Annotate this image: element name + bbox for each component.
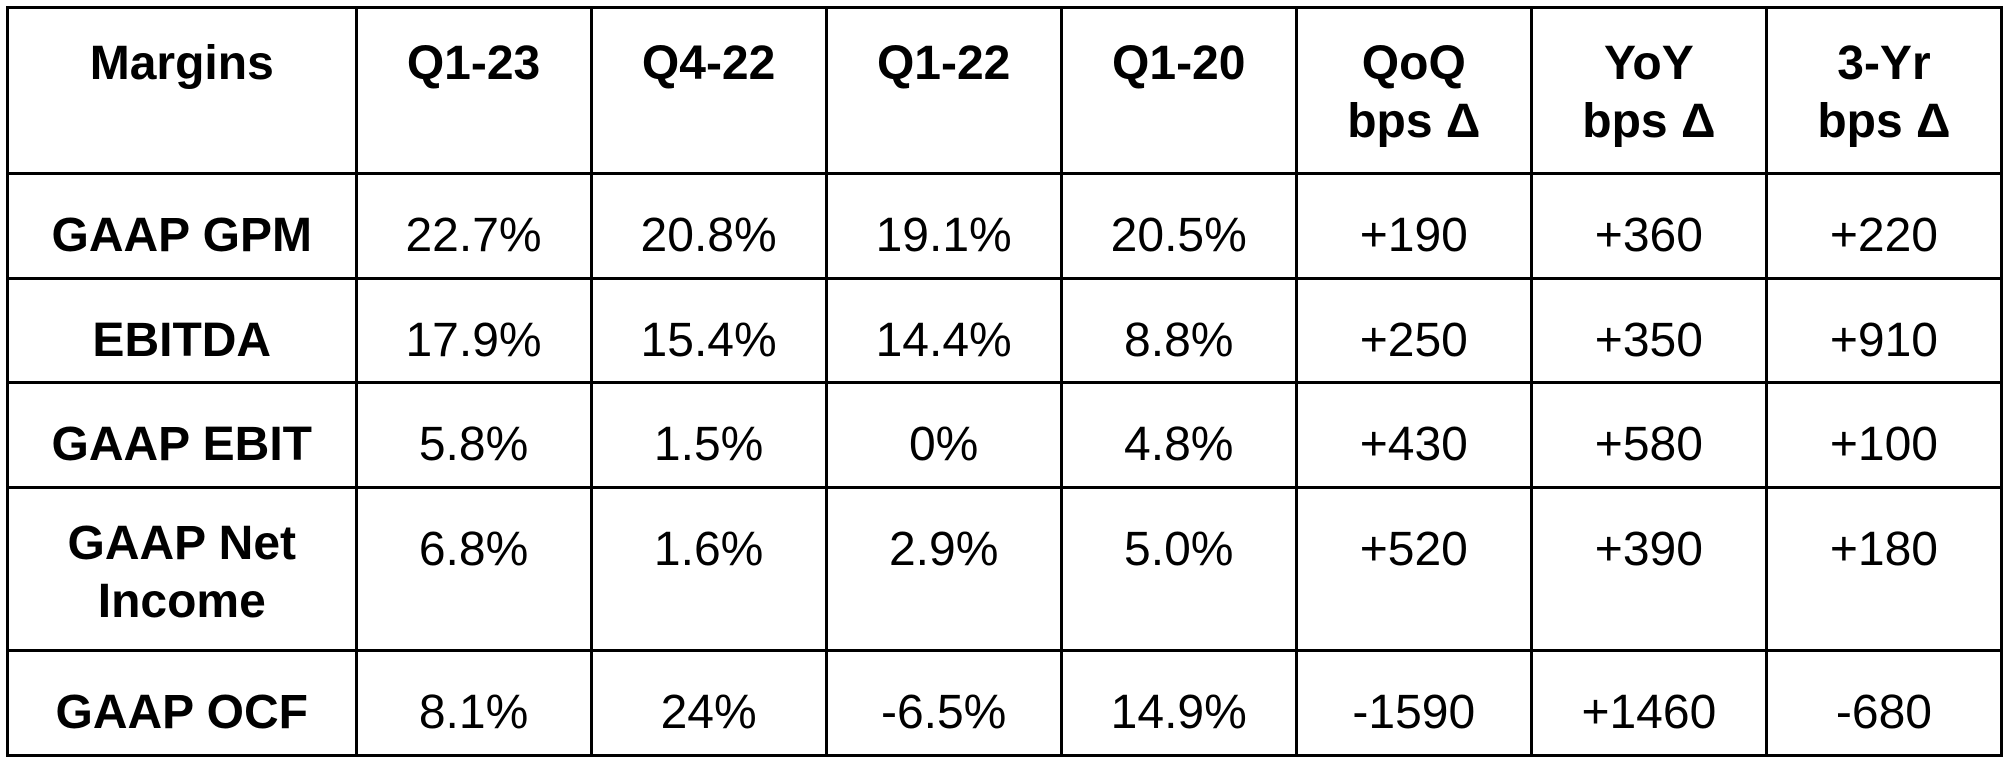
row-label: GAAP GPM [6, 172, 358, 280]
row-label: GAAP Net Income [6, 486, 358, 653]
table-cell: +190 [1294, 172, 1533, 280]
header-row: Margins Q1-23 Q4-22 Q1-22 Q1-20 QoQ bps … [6, 6, 2004, 175]
table-cell: 15.4% [589, 276, 828, 385]
table-cell: +1460 [1529, 649, 1768, 757]
table-row-ebitda: EBITDA 17.9% 15.4% 14.4% 8.8% +250 +350 … [6, 276, 2004, 385]
table-cell: +100 [1764, 381, 2004, 490]
table-cell: -1590 [1294, 649, 1533, 757]
table-cell: 8.8% [1059, 276, 1298, 385]
table-cell: +360 [1529, 172, 1768, 280]
row-label: GAAP EBIT [6, 381, 358, 490]
table-cell: +350 [1529, 276, 1768, 385]
table-cell: +180 [1764, 486, 2004, 653]
header-cell-yoy: YoY bps Δ [1529, 6, 1768, 175]
header-cell-q4-22: Q4-22 [589, 6, 828, 175]
table-cell: +250 [1294, 276, 1533, 385]
table-cell: 5.0% [1059, 486, 1298, 653]
table-cell: 1.6% [589, 486, 828, 653]
header-cell-margins: Margins [6, 6, 358, 175]
table-cell: 20.5% [1059, 172, 1298, 280]
table-cell: 6.8% [354, 486, 593, 653]
row-label: EBITDA [6, 276, 358, 385]
table-cell: 17.9% [354, 276, 593, 385]
table-cell: 8.1% [354, 649, 593, 757]
table-cell: +430 [1294, 381, 1533, 490]
header-cell-3yr: 3-Yr bps Δ [1764, 6, 2004, 175]
table-cell: 20.8% [589, 172, 828, 280]
header-cell-q1-23: Q1-23 [354, 6, 593, 175]
table-cell: +520 [1294, 486, 1533, 653]
header-cell-qoq: QoQ bps Δ [1294, 6, 1533, 175]
row-label: GAAP OCF [6, 649, 358, 757]
table-cell: 0% [824, 381, 1063, 490]
table-cell: 2.9% [824, 486, 1063, 653]
table-cell: 24% [589, 649, 828, 757]
table-cell: 14.4% [824, 276, 1063, 385]
table-row-gaap-gpm: GAAP GPM 22.7% 20.8% 19.1% 20.5% +190 +3… [6, 172, 2004, 280]
table-row-gaap-ebit: GAAP EBIT 5.8% 1.5% 0% 4.8% +430 +580 +1… [6, 381, 2004, 490]
table-cell: 19.1% [824, 172, 1063, 280]
table-cell: 1.5% [589, 381, 828, 490]
table-row-gaap-net-income: GAAP Net Income 6.8% 1.6% 2.9% 5.0% +520… [6, 486, 2004, 653]
table-cell: +910 [1764, 276, 2004, 385]
table-cell: 4.8% [1059, 381, 1298, 490]
table-cell: 22.7% [354, 172, 593, 280]
table-row-gaap-ocf: GAAP OCF 8.1% 24% -6.5% 14.9% -1590 +146… [6, 649, 2004, 757]
header-cell-q1-20: Q1-20 [1059, 6, 1298, 175]
header-cell-q1-22: Q1-22 [824, 6, 1063, 175]
margins-table-container: Margins Q1-23 Q4-22 Q1-22 Q1-20 QoQ bps … [6, 6, 2004, 757]
table-cell: +220 [1764, 172, 2004, 280]
margins-table: Margins Q1-23 Q4-22 Q1-22 Q1-20 QoQ bps … [6, 6, 2004, 757]
table-cell: +580 [1529, 381, 1768, 490]
table-cell: 14.9% [1059, 649, 1298, 757]
table-cell: 5.8% [354, 381, 593, 490]
table-cell: -680 [1764, 649, 2004, 757]
table-cell: +390 [1529, 486, 1768, 653]
table-cell: -6.5% [824, 649, 1063, 757]
